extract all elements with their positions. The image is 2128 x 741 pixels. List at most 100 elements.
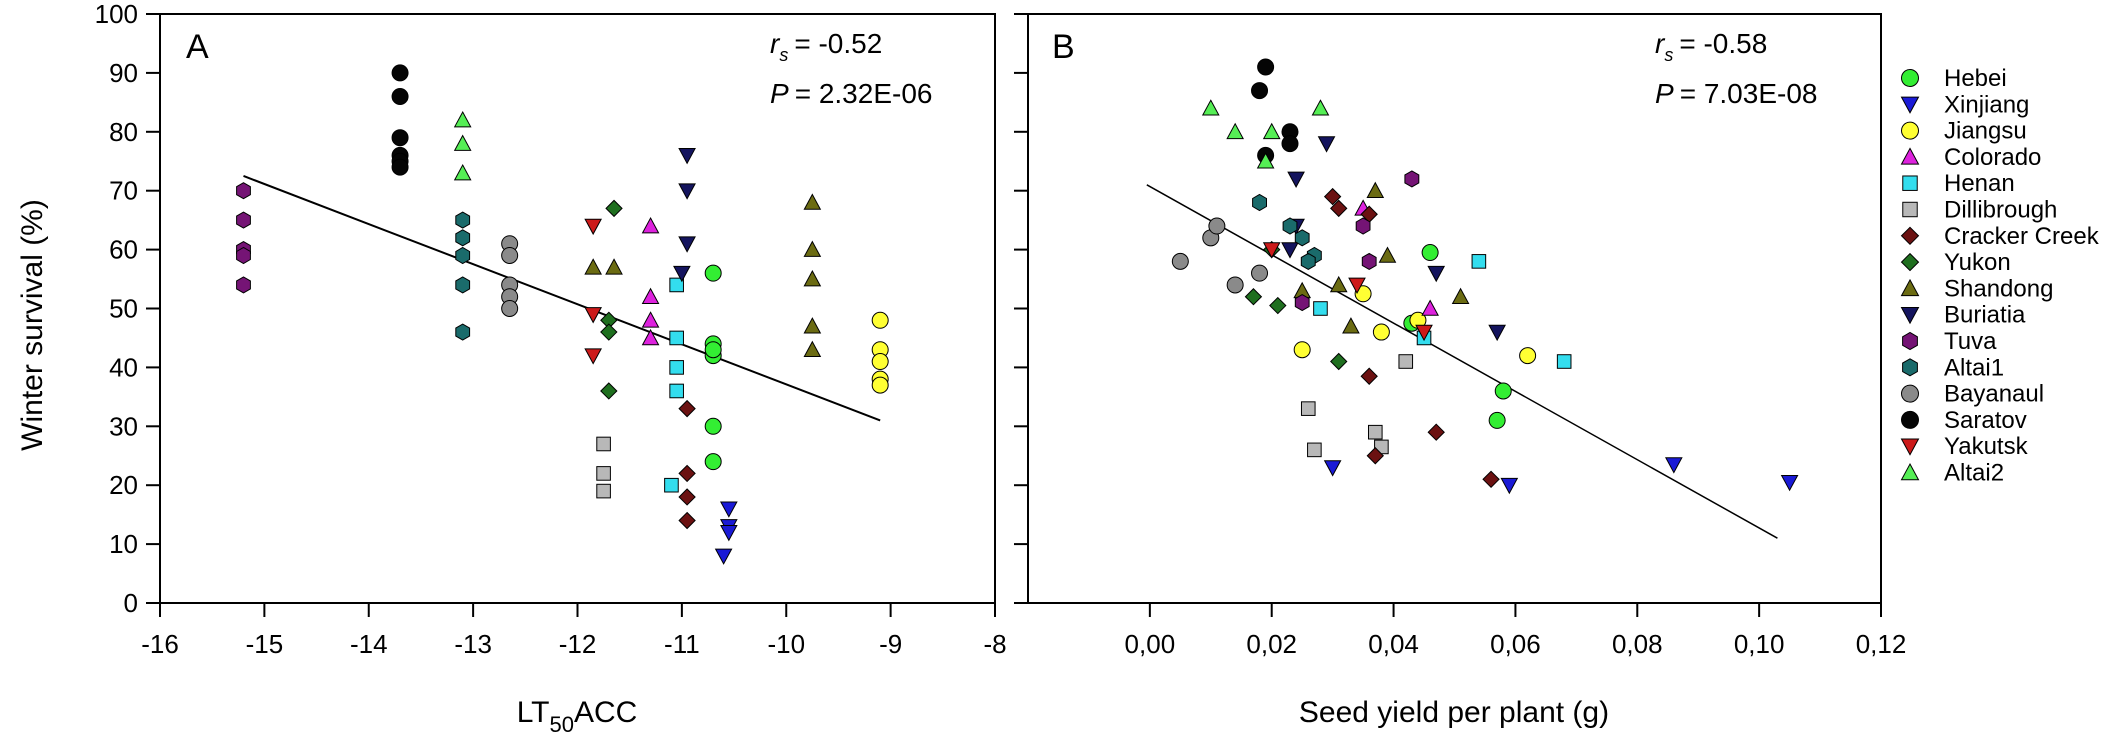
- panel-b-point-cracker-creek: [1482, 470, 1500, 489]
- panel-b-point-cracker-creek: [1366, 447, 1384, 465]
- panel-b-x-tick-label: 0,02: [1246, 629, 1297, 659]
- panel-b-point-tuva: [1294, 294, 1310, 312]
- legend-marker-altai2: [1900, 462, 1920, 481]
- panel-a-point-buriatia: [678, 236, 696, 253]
- panel-a-y-tick-label: 100: [95, 0, 138, 29]
- panel-a-series-altai2: [453, 110, 472, 181]
- panel-a-point-altai1: [455, 323, 471, 341]
- legend-label-hebei: Hebei: [1944, 65, 2007, 92]
- panel-a-point-buriatia: [673, 265, 691, 283]
- panel-a-point-hebei: [704, 453, 722, 471]
- panel-a-point-saratov: [391, 87, 409, 105]
- legend-label-saratov: Saratov: [1944, 407, 2027, 434]
- legend-label-yakutsk: Yakutsk: [1944, 433, 2029, 460]
- panel-a-point-altai1: [455, 246, 471, 265]
- panel-a-point-altai2: [453, 163, 472, 181]
- panel-a-y-tick-label: 40: [109, 352, 138, 382]
- panel-b-points: [1171, 58, 1799, 495]
- panel-b-p-value: = 7.03E-08: [1680, 78, 1818, 109]
- panel-a-point-cracker-creek: [678, 488, 696, 506]
- panel-b-point-xinjiang: [1665, 457, 1683, 474]
- panel-a-y-ticks: 0 10 20 30 40 50 60 70 80 90 100: [95, 0, 160, 618]
- panel-a-point-hebei: [704, 341, 722, 359]
- panel-a-point-altai1: [455, 229, 471, 247]
- panel-b-series-dillibrough: [1300, 354, 1414, 458]
- panel-a-point-colorado: [641, 287, 660, 305]
- panel-b-point-jiangsu: [1372, 323, 1390, 341]
- panel-a-x-tick-label: -11: [664, 629, 700, 659]
- panel-b-series-jiangsu: [1293, 285, 1537, 365]
- panel-a-point-saratov: [391, 64, 409, 82]
- panel-a-point-cracker-creek: [678, 464, 696, 483]
- panel-b-point-tuva: [1361, 252, 1377, 270]
- panel-a-point-colorado: [641, 311, 660, 328]
- panel-b-point-xinjiang: [1780, 474, 1799, 492]
- panel-b-point-yakutsk: [1415, 324, 1433, 342]
- legend-item-colorado: Colorado: [1900, 144, 2041, 171]
- panel-b-x-tick-label: 0,04: [1368, 629, 1419, 659]
- panel-a-y-tick-label: 30: [109, 411, 138, 441]
- panel-a-point-tuva: [236, 246, 251, 265]
- panel-b-point-xinjiang: [1500, 477, 1519, 495]
- legend-label-buriatia: Buriatia: [1944, 302, 2026, 329]
- legend-item-hebei: Hebei: [1901, 65, 2007, 92]
- panel-b-point-colorado: [1421, 299, 1439, 316]
- panel-a-y-tick-label: 50: [109, 294, 138, 324]
- legend-marker-dillibrough: [1902, 201, 1918, 218]
- panel-b-x-axis-title: Seed yield per plant (g): [1299, 696, 1609, 729]
- legend: HebeiXinjiangJiangsuColoradoHenanDillibr…: [1900, 65, 2100, 487]
- panel-a-series-altai1: [455, 211, 471, 341]
- legend-marker-tuva: [1902, 331, 1918, 351]
- panel-a-point-altai2: [453, 110, 472, 128]
- panel-a-x-tick-label: -9: [879, 629, 902, 659]
- legend-marker-shandong: [1900, 278, 1920, 297]
- panel-b-point-cracker-creek: [1427, 423, 1445, 441]
- panel-a-x-tick-label: -16: [141, 629, 179, 659]
- panel-b-point-yukon: [1244, 288, 1263, 306]
- panel-a-point-henan: [664, 477, 679, 493]
- legend-item-cracker-creek: Cracker Creek: [1900, 223, 2100, 250]
- panel-b-p-label: P: [1655, 78, 1674, 109]
- legend-label-jiangsu: Jiangsu: [1944, 118, 2027, 145]
- panel-a-y-tick-label: 20: [109, 470, 138, 500]
- panel-a-point-shandong: [605, 258, 623, 275]
- panel-a-x-tick-label: -13: [454, 629, 492, 659]
- panel-b-point-altai2: [1201, 99, 1220, 116]
- panel-a-y-tick-label: 90: [109, 58, 138, 88]
- panel-b-point-saratov: [1257, 58, 1275, 76]
- panel-a-x-title-sub: 50: [549, 712, 573, 737]
- panel-a-point-shandong: [803, 240, 822, 257]
- panel-b-point-altai2: [1256, 152, 1275, 169]
- legend-label-cracker-creek: Cracker Creek: [1944, 223, 2100, 250]
- panel-a-y-tick-label: 70: [109, 176, 138, 206]
- panel-a-point-shandong: [803, 193, 822, 210]
- panel-a-point-yukon: [600, 382, 618, 400]
- panel-b-point-shandong: [1451, 287, 1470, 305]
- panel-a-series-cracker-creek: [678, 399, 696, 530]
- panel-a-point-altai1: [455, 211, 471, 229]
- panel-a-point-yakutsk: [584, 348, 602, 365]
- legend-marker-xinjiang: [1900, 96, 1920, 114]
- legend-marker-colorado: [1900, 147, 1920, 165]
- panel-a-point-shandong: [803, 340, 822, 358]
- panel-b-point-hebei: [1488, 411, 1506, 429]
- panel-a-x-title-pre: LT: [517, 696, 550, 729]
- panel-a: -16 -15 -14 -13 -12 -11 -10 -9 -8 0 10 20 30 40 50 60 7…: [95, 0, 1007, 737]
- panel-a-point-henan: [669, 277, 684, 293]
- panel-a-point-buriatia: [678, 183, 696, 200]
- panel-b-point-dillibrough: [1398, 354, 1414, 369]
- legend-item-saratov: Saratov: [1901, 407, 2027, 434]
- panel-a-series-buriatia: [673, 148, 696, 283]
- legend-item-jiangsu: Jiangsu: [1901, 118, 2027, 145]
- panel-b-series-cracker-creek: [1323, 187, 1500, 489]
- panel-b-point-buriatia: [1317, 136, 1336, 153]
- legend-item-shandong: Shandong: [1900, 275, 2053, 302]
- panel-b-point-jiangsu: [1293, 341, 1311, 359]
- panel-a-x-tick-label: -8: [983, 629, 1006, 659]
- legend-marker-buriatia: [1900, 306, 1920, 325]
- panel-b-point-henan: [1471, 254, 1487, 269]
- panel-b-point-henan: [1556, 354, 1572, 369]
- panel-b-point-bayanaul: [1208, 217, 1226, 235]
- panel-a-point-cracker-creek: [678, 511, 696, 530]
- legend-item-yakutsk: Yakutsk: [1900, 433, 2029, 460]
